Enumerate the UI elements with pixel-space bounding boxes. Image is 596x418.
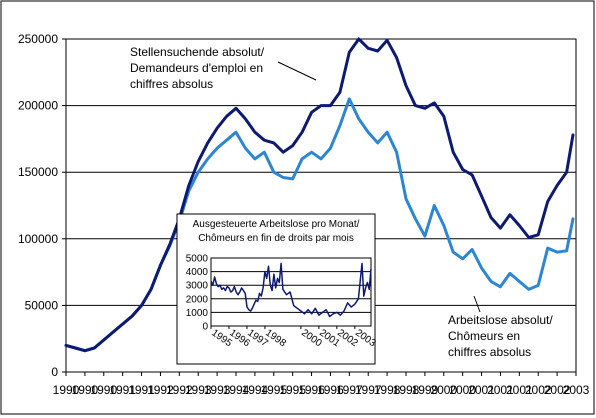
main-x-tick-label: 1994 [242, 383, 269, 397]
main-x-tick-label: 1997 [336, 383, 363, 397]
unemployed-label: Arbeitslose absolut/ Chômeurs en chiffre… [446, 295, 570, 360]
inset-series-layer [210, 262, 372, 318]
inset-chart: Ausgesteuerte Arbeitslose pro Monat/ Chô… [176, 213, 378, 365]
main-x-tick-label: 2002 [544, 383, 571, 397]
main-y-tick-label: 100000 [18, 232, 58, 246]
main-y-tick-label: 250000 [18, 32, 58, 46]
main-x-tick-label: 1998 [374, 383, 401, 397]
main-x-tick-label: 1990 [53, 383, 80, 397]
main-x-tick-label: 1995 [260, 383, 287, 397]
main-x-tick-label: 1995 [279, 383, 306, 397]
unemployed-label-line-3: chiffres absolus [448, 345, 531, 359]
inset-series-line [210, 262, 372, 318]
main-x-tick-label: 1996 [298, 383, 325, 397]
inset-gridlines [211, 271, 371, 313]
main-x-tick-label: 1999 [412, 383, 439, 397]
inset-title-line-2: Chômeurs en fin de droits par mois [198, 233, 354, 244]
inset-frame [176, 213, 376, 365]
main-x-tick-label: 2000 [449, 383, 476, 397]
inset-y-tick-label: 1000 [186, 308, 209, 319]
series-line-job-seekers [64, 37, 575, 353]
main-x-tick-label: 2001 [487, 383, 514, 397]
main-x-tick-label: 1997 [355, 383, 382, 397]
job-seekers-label-line-3: chiffres absolus [130, 77, 213, 91]
main-x-tick-label: 1994 [223, 383, 250, 397]
main-x-tick-label: 1992 [147, 383, 174, 397]
main-x-tick-label: 1998 [393, 383, 420, 397]
main-series-layer [64, 37, 575, 353]
inset-title-line-1: Ausgesteuerte Arbeitslose pro Monat/ [193, 219, 360, 230]
job-seekers-label-line-2: Demandeurs d'emploi en [130, 61, 263, 75]
main-x-tick-label: 1991 [128, 383, 155, 397]
job-seekers-leader-line [277, 61, 317, 81]
main-y-axis: 0 50000 100000 150000 200000 250000 [18, 32, 66, 379]
main-y-tick-label: 150000 [18, 165, 58, 179]
job-seekers-label: Stellensuchende absolut/ Demandeurs d'em… [130, 45, 317, 91]
inset-y-tick-label: 3000 [186, 281, 209, 292]
main-y-tick-label: 0 [51, 365, 58, 379]
main-y-tick-label: 200000 [18, 99, 58, 113]
inset-plot-area [210, 257, 372, 327]
main-x-tick-label: 1993 [185, 383, 212, 397]
main-x-tick-label: 1996 [317, 383, 344, 397]
unemployed-leader-line [473, 295, 481, 313]
main-x-tick-label: 1993 [204, 383, 231, 397]
main-y-tick-label: 50000 [25, 298, 59, 312]
main-x-tick-label: 2001 [468, 383, 495, 397]
main-x-tick-label: 1992 [166, 383, 193, 397]
main-x-tick-label: 1991 [109, 383, 136, 397]
unemployed-label-line-1: Arbeitslose absolut/ [448, 313, 553, 327]
main-x-tick-label: 2003 [563, 383, 590, 397]
main-x-tick-label: 2000 [430, 383, 457, 397]
inset-y-axis: 0 1000 2000 3000 4000 5000 [186, 254, 209, 333]
main-x-tick-label: 1990 [72, 383, 99, 397]
main-x-axis: 1990199019901991199119921992199319931994… [53, 372, 590, 397]
main-x-tick-label: 1990 [90, 383, 117, 397]
main-x-tick-label: 2001 [506, 383, 533, 397]
unemployed-label-line-2: Chômeurs en [448, 329, 520, 343]
inset-y-tick-label: 5000 [186, 254, 209, 265]
inset-y-tick-label: 4000 [186, 267, 209, 278]
main-x-tick-label: 2002 [525, 383, 552, 397]
unemployed-label-background [446, 312, 570, 360]
inset-y-tick-label: 0 [202, 322, 208, 333]
job-seekers-label-line-1: Stellensuchende absolut/ [130, 45, 265, 59]
inset-y-tick-label: 2000 [186, 294, 209, 305]
